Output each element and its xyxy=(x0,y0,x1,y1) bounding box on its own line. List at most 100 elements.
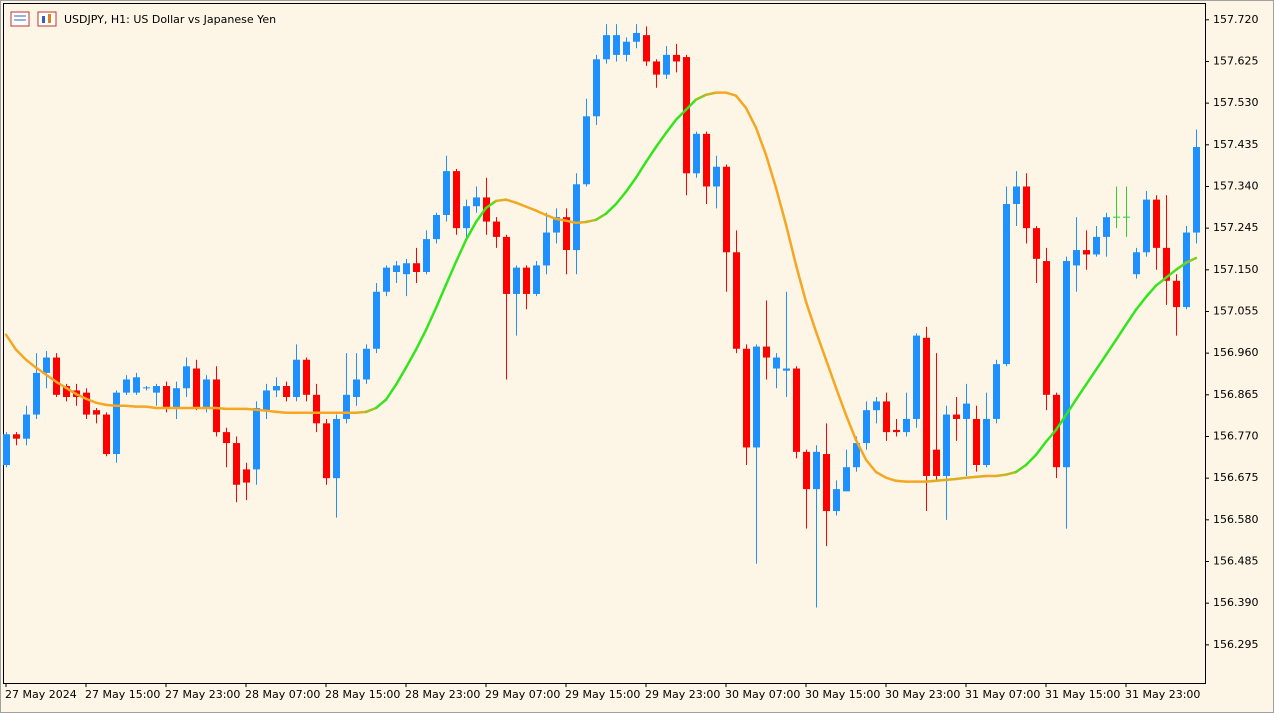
x-tick-label: 28 May 07:00 xyxy=(245,688,320,701)
ma-segment xyxy=(1114,323,1128,342)
ma-segment xyxy=(454,238,468,264)
ma-segment xyxy=(1154,276,1168,287)
ma-segment xyxy=(1104,338,1118,357)
candle-body xyxy=(153,386,160,393)
ma-segment xyxy=(1124,308,1138,326)
ma-segment xyxy=(434,283,448,310)
y-tick-label: 156.960 xyxy=(1213,346,1259,359)
candle-body xyxy=(773,357,780,369)
candle-body xyxy=(953,414,960,419)
ma-segment xyxy=(994,473,1008,478)
ma-segment xyxy=(744,106,758,129)
candle-body xyxy=(143,387,150,389)
candle-body xyxy=(863,410,870,444)
candle-body xyxy=(513,267,520,294)
ma-segment xyxy=(1094,353,1108,372)
candle-body xyxy=(813,451,820,490)
plot-frame xyxy=(3,3,1206,684)
candle-body xyxy=(463,206,470,229)
candle-body xyxy=(1093,236,1100,255)
candle-body xyxy=(803,451,810,490)
candle-body xyxy=(623,41,630,55)
candle-body xyxy=(503,236,510,294)
y-tick-label: 157.245 xyxy=(1213,221,1259,234)
candle-body xyxy=(83,392,90,415)
candle-body xyxy=(923,337,930,476)
ma-segment xyxy=(364,406,378,414)
candle-body xyxy=(903,418,910,433)
candle-body xyxy=(683,57,690,174)
ma-segment xyxy=(584,218,598,224)
candle-body xyxy=(233,443,240,485)
ma-segment xyxy=(254,408,268,412)
ma-segment xyxy=(464,220,478,242)
icon xyxy=(37,11,57,27)
candle-body xyxy=(533,265,540,294)
y-tick-label: 157.055 xyxy=(1213,304,1259,317)
candle-body xyxy=(183,366,190,389)
candle-body xyxy=(1183,232,1190,308)
candle-body xyxy=(3,434,10,466)
ma-segment xyxy=(94,401,108,407)
candle-body xyxy=(963,403,970,419)
candle-body xyxy=(293,359,300,398)
ma-segment xyxy=(504,198,518,204)
candle-body xyxy=(993,364,1000,419)
title-icons xyxy=(10,11,57,27)
y-tick-label: 156.675 xyxy=(1213,471,1259,484)
ma-segment xyxy=(24,358,38,369)
candle-body xyxy=(113,392,120,455)
ma-segment xyxy=(524,205,538,212)
ma-segment xyxy=(394,366,408,386)
ma-segment xyxy=(1054,413,1068,432)
ma-segment xyxy=(754,126,768,157)
ma-segment xyxy=(624,176,638,193)
candle-body xyxy=(303,359,310,395)
x-tick-label: 29 May 15:00 xyxy=(565,688,640,701)
candle-body xyxy=(673,54,680,62)
ma-segment xyxy=(794,263,808,304)
ma-segment xyxy=(494,198,508,203)
candle-body xyxy=(793,368,800,452)
ma-segment xyxy=(784,223,798,267)
ma-segment xyxy=(974,474,988,479)
icon xyxy=(10,11,30,27)
candle-body xyxy=(643,35,650,62)
ma-segment xyxy=(834,386,848,417)
ma-segment xyxy=(274,410,288,415)
candle-body xyxy=(633,32,640,42)
ma-segment xyxy=(1034,440,1048,457)
candle-body xyxy=(213,379,220,433)
candle-body xyxy=(253,407,260,470)
candle-body xyxy=(1013,186,1020,205)
candle-body xyxy=(123,379,130,393)
candle-body xyxy=(733,252,740,349)
candle-body xyxy=(563,217,570,251)
y-tick-label: 156.770 xyxy=(1213,429,1259,442)
ma-segment xyxy=(814,330,828,361)
ma-segment xyxy=(864,458,878,474)
y-tick-label: 156.295 xyxy=(1213,638,1259,651)
ma-segment xyxy=(414,328,428,351)
ma-segment xyxy=(694,93,708,101)
ma-segment xyxy=(944,477,958,482)
ma-segment xyxy=(684,98,698,111)
ma-segment xyxy=(554,217,568,222)
ma-segment xyxy=(674,108,688,122)
x-tick-label: 30 May 07:00 xyxy=(725,688,800,701)
candle-body xyxy=(703,133,710,187)
ma-segment xyxy=(894,479,908,483)
chart-title: USDJPY, H1: US Dollar vs Japanese Yen xyxy=(64,13,276,26)
candle-body xyxy=(1003,204,1010,365)
ma-segment xyxy=(934,478,948,483)
candle-body xyxy=(1033,228,1040,259)
candle-body xyxy=(403,263,410,275)
ma-segment xyxy=(124,404,138,408)
candle-body xyxy=(343,394,350,419)
ma-segment xyxy=(574,220,588,225)
ma-segment xyxy=(1024,453,1038,467)
y-tick-label: 156.865 xyxy=(1213,388,1259,401)
x-tick-label: 31 May 15:00 xyxy=(1045,688,1120,701)
